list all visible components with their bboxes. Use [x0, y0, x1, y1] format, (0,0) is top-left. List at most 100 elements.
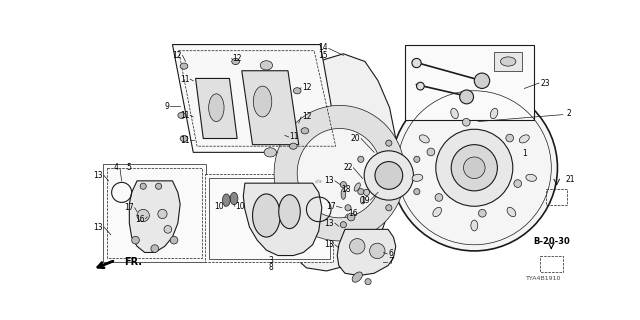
Text: 12: 12	[232, 54, 242, 63]
Ellipse shape	[360, 196, 365, 204]
Ellipse shape	[433, 207, 442, 217]
Ellipse shape	[345, 205, 351, 211]
Text: 12: 12	[302, 83, 311, 92]
Ellipse shape	[514, 180, 522, 188]
Ellipse shape	[417, 82, 424, 90]
Ellipse shape	[352, 272, 362, 282]
Ellipse shape	[435, 194, 443, 201]
Text: 11: 11	[180, 75, 189, 84]
Ellipse shape	[490, 108, 498, 119]
Ellipse shape	[232, 59, 239, 65]
Bar	[103, 164, 205, 262]
Text: 12: 12	[302, 112, 311, 121]
Ellipse shape	[340, 182, 346, 188]
Ellipse shape	[460, 90, 474, 104]
Text: 11: 11	[289, 132, 299, 141]
Ellipse shape	[364, 189, 369, 196]
Polygon shape	[196, 78, 237, 139]
Bar	[107, 168, 202, 258]
Bar	[209, 178, 330, 259]
Ellipse shape	[375, 162, 403, 189]
Ellipse shape	[413, 156, 420, 162]
Ellipse shape	[274, 105, 405, 241]
Text: 16: 16	[348, 210, 358, 219]
Ellipse shape	[297, 129, 382, 218]
Text: 13: 13	[324, 176, 334, 185]
Text: B-20-30: B-20-30	[533, 237, 570, 246]
Text: 23: 23	[541, 78, 550, 88]
Ellipse shape	[436, 129, 513, 206]
Text: 21: 21	[565, 175, 575, 184]
Text: 11: 11	[180, 136, 189, 145]
Ellipse shape	[506, 134, 513, 142]
Ellipse shape	[358, 188, 364, 195]
Bar	[405, 44, 534, 120]
Text: a/a: a/a	[315, 178, 323, 183]
Polygon shape	[337, 229, 396, 276]
Ellipse shape	[358, 156, 364, 162]
Ellipse shape	[253, 194, 280, 237]
Ellipse shape	[132, 236, 140, 244]
Text: 13: 13	[324, 240, 334, 249]
Text: 17: 17	[124, 203, 134, 212]
Ellipse shape	[391, 84, 557, 251]
Text: 17: 17	[326, 202, 336, 211]
Ellipse shape	[369, 243, 385, 259]
Ellipse shape	[260, 61, 273, 70]
Text: FR.: FR.	[124, 257, 142, 267]
Polygon shape	[242, 71, 299, 145]
Ellipse shape	[223, 194, 230, 206]
Ellipse shape	[479, 209, 486, 217]
Ellipse shape	[386, 140, 392, 146]
Ellipse shape	[289, 143, 297, 149]
Ellipse shape	[365, 279, 371, 285]
Ellipse shape	[451, 145, 497, 191]
Ellipse shape	[463, 157, 485, 179]
Text: 22: 22	[343, 163, 353, 172]
Ellipse shape	[349, 239, 365, 254]
Text: 10: 10	[214, 202, 224, 211]
Polygon shape	[243, 183, 322, 256]
Ellipse shape	[137, 209, 149, 222]
Ellipse shape	[180, 135, 188, 141]
Text: 13: 13	[93, 171, 103, 180]
Ellipse shape	[230, 192, 238, 205]
Text: 2: 2	[566, 108, 572, 117]
Text: 12: 12	[172, 51, 182, 60]
Bar	[546, 188, 568, 205]
Bar	[494, 52, 522, 71]
Text: 6: 6	[388, 250, 393, 259]
Ellipse shape	[526, 174, 536, 181]
Ellipse shape	[180, 63, 188, 69]
Ellipse shape	[158, 209, 167, 219]
Ellipse shape	[170, 236, 178, 244]
Ellipse shape	[427, 148, 435, 156]
Ellipse shape	[264, 148, 276, 157]
Ellipse shape	[253, 86, 272, 117]
Polygon shape	[172, 44, 340, 152]
Ellipse shape	[354, 183, 360, 191]
Polygon shape	[282, 54, 397, 271]
Ellipse shape	[151, 245, 159, 252]
Ellipse shape	[156, 183, 162, 189]
Text: 8: 8	[269, 263, 273, 272]
Ellipse shape	[412, 59, 421, 68]
Ellipse shape	[341, 188, 346, 199]
Bar	[540, 256, 563, 273]
Ellipse shape	[164, 226, 172, 233]
Text: 19: 19	[360, 196, 369, 204]
Ellipse shape	[301, 128, 308, 134]
Bar	[205, 174, 333, 262]
Ellipse shape	[419, 135, 429, 143]
Text: 13: 13	[93, 222, 103, 232]
Ellipse shape	[463, 118, 470, 126]
Ellipse shape	[519, 135, 529, 143]
Ellipse shape	[140, 183, 147, 189]
Polygon shape	[129, 181, 180, 252]
Text: 20: 20	[351, 134, 360, 143]
Ellipse shape	[500, 57, 516, 66]
Text: 18: 18	[341, 185, 350, 194]
Ellipse shape	[340, 222, 346, 228]
Ellipse shape	[412, 174, 423, 181]
Text: 1: 1	[522, 149, 527, 158]
